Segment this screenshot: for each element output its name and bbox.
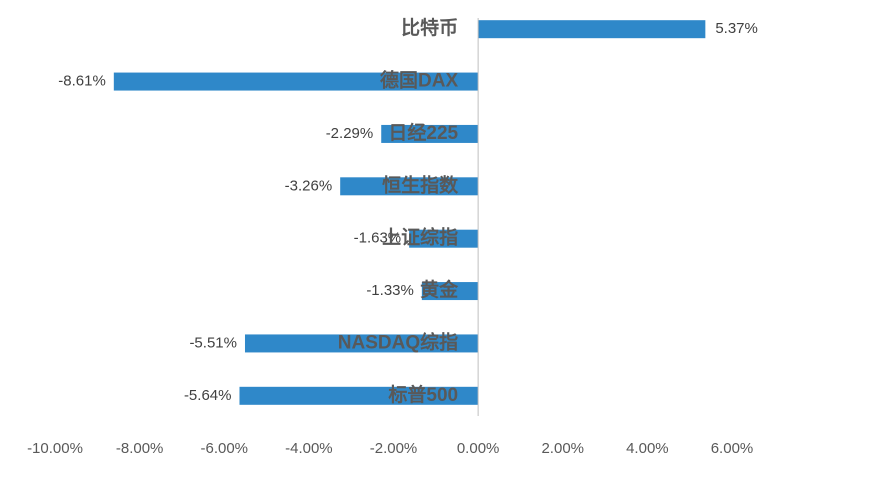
bar [421,282,479,301]
x-tick-label: 0.00% [457,440,500,457]
bar [409,229,479,248]
bar [239,386,479,405]
value-label: -1.33% [366,282,414,299]
value-label: -1.63% [354,230,402,247]
category-label: NASDAQ综指 [338,330,458,353]
category-label: 德国DAX [380,69,458,92]
value-label: 5.37% [715,20,758,37]
value-label: -3.26% [285,177,333,194]
bar [340,177,479,196]
category-label: 日经225 [388,121,458,144]
x-tick-label: 4.00% [626,440,669,457]
bar [244,334,479,353]
category-label: 上证综指 [382,226,458,249]
category-label: 标普500 [388,383,458,406]
bar [113,72,479,91]
value-label: -5.51% [189,334,237,351]
x-tick-label: -6.00% [200,440,248,457]
x-tick-label: -4.00% [285,440,333,457]
value-label: -8.61% [58,73,106,90]
bar [381,124,479,143]
category-label: 黄金 [420,278,459,301]
x-tick-label: -8.00% [116,440,164,457]
x-tick-label: 6.00% [711,440,754,457]
value-label: -2.29% [326,125,374,142]
value-label: -5.64% [184,387,232,404]
category-label: 恒生指数 [382,173,459,196]
x-tick-label: -2.00% [370,440,418,457]
x-tick-label: -10.00% [27,440,83,457]
x-tick-label: 2.00% [541,440,584,457]
bar [478,20,706,39]
category-label: 比特币 [401,17,458,39]
